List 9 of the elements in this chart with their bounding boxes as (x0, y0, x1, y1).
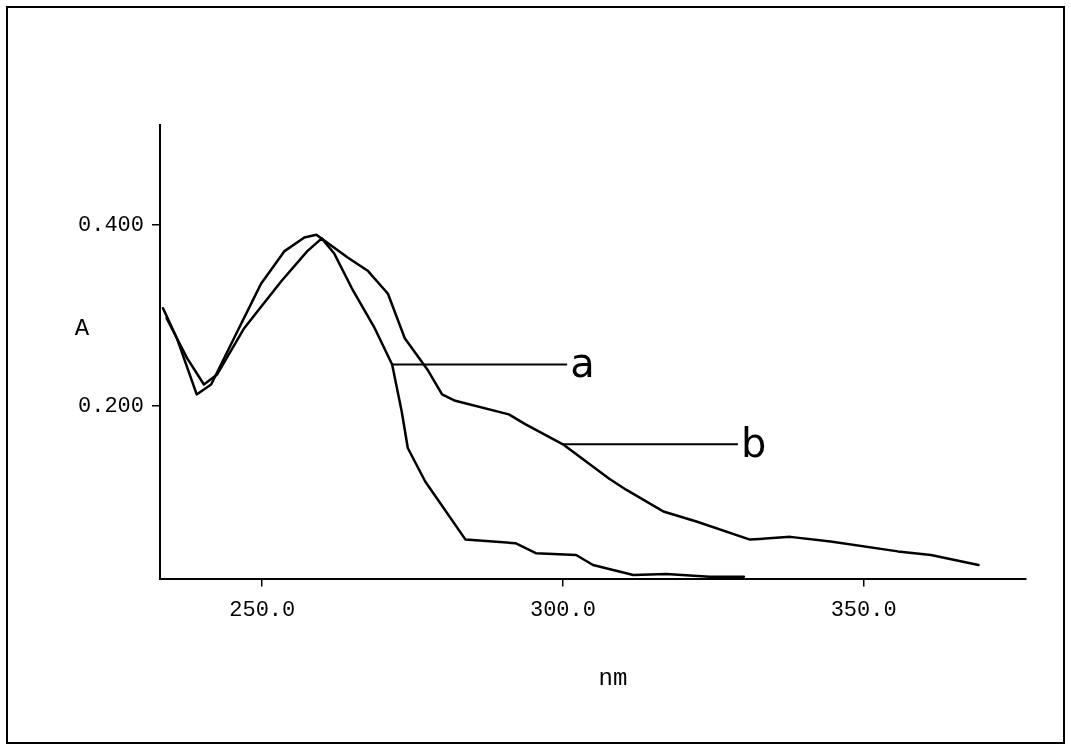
y-tick-label: 0.400 (78, 212, 145, 238)
x-tick-label: 250.0 (229, 597, 296, 623)
annotation: a (570, 339, 595, 386)
x-tick-label: 300.0 (529, 597, 596, 623)
x-axis-title: nm (598, 664, 628, 692)
x-tick-label: 350.0 (830, 597, 897, 623)
annotation: b (740, 419, 767, 466)
y-tick-label: 0.200 (78, 394, 145, 420)
y-axis-title: A (74, 314, 90, 342)
